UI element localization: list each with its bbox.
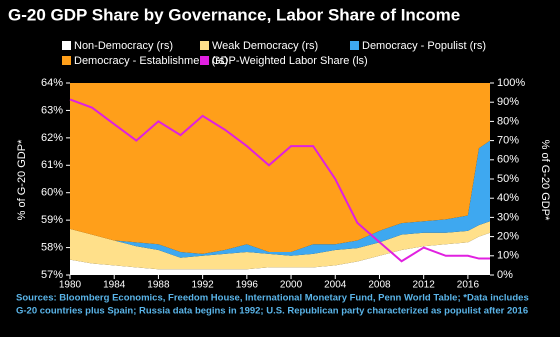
legend-swatch	[62, 56, 71, 65]
legend-swatch	[62, 41, 71, 50]
y-tick-label: 60%	[41, 187, 63, 199]
footnote: G-20 countries plus Spain; Russia data b…	[16, 306, 528, 317]
y2-axis-label: % of G-20 GDP*	[539, 140, 551, 221]
y2-tick-label: 90%	[497, 96, 519, 108]
x-tick-label: 2008	[368, 280, 391, 291]
legend-swatch	[350, 41, 359, 50]
x-tick-label: 1992	[192, 280, 215, 291]
legend-label: Democracy - Establishment (rs)	[74, 55, 228, 67]
line	[69, 98, 490, 263]
x-tick-label: 1996	[236, 280, 259, 291]
x-tick-label: 2004	[324, 280, 347, 291]
y2-tick-label: 30%	[497, 211, 519, 223]
footnote: Sources: Bloomberg Economics, Freedom Ho…	[16, 293, 529, 304]
x-tick-label: 1984	[103, 280, 126, 291]
y2-tick-label: 50%	[497, 173, 519, 185]
y2-tick-label: 20%	[497, 231, 519, 243]
y2-tick-label: 100%	[497, 77, 525, 89]
x-tick-label: 2016	[457, 280, 480, 291]
chart-title: G-20 GDP Share by Governance, Labor Shar…	[8, 5, 460, 24]
y-tick-label: 57%	[41, 269, 63, 281]
legend-swatch	[200, 41, 209, 50]
x-tick-label: 2012	[413, 280, 436, 291]
area	[70, 232, 490, 275]
x-tick-label: 1988	[147, 280, 170, 291]
y-axis-label: % of G-20 GDP*	[16, 139, 28, 220]
area	[70, 221, 490, 270]
legend-label: Weak Democracy (rs)	[212, 40, 318, 52]
y-tick-label: 61%	[41, 159, 63, 171]
y-tick-label: 58%	[41, 241, 63, 253]
y2-tick-label: 40%	[497, 192, 519, 204]
legend-label: Non-Democracy (rs)	[74, 40, 173, 52]
y2-tick-label: 60%	[497, 154, 519, 166]
y2-tick-label: 80%	[497, 115, 519, 127]
legend-label: GDP-Weighted Labor Share (ls)	[212, 55, 368, 67]
x-tick-label: 2000	[280, 280, 303, 291]
area	[70, 83, 490, 254]
y-tick-label: 63%	[41, 104, 63, 116]
x-tick-label: 1980	[59, 280, 82, 291]
y-tick-label: 59%	[41, 214, 63, 226]
y2-tick-label: 70%	[497, 135, 519, 147]
y-tick-label: 64%	[41, 77, 63, 89]
y-tick-label: 62%	[41, 132, 63, 144]
y2-tick-label: 0%	[497, 269, 513, 281]
legend-swatch	[200, 56, 209, 65]
legend-label: Democracy - Populist (rs)	[362, 40, 486, 52]
y2-tick-label: 10%	[497, 250, 519, 262]
